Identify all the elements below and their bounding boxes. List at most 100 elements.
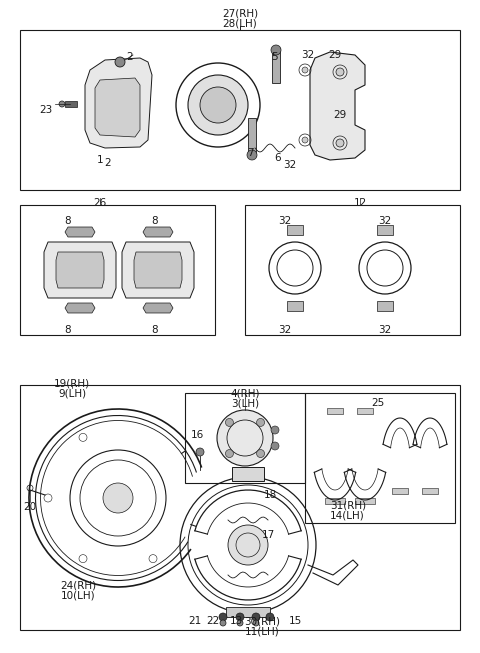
Text: 29: 29 — [334, 110, 347, 120]
Text: 3(LH): 3(LH) — [231, 398, 259, 408]
Text: 30(RH): 30(RH) — [244, 616, 280, 626]
Circle shape — [103, 483, 133, 513]
Circle shape — [271, 442, 279, 450]
Text: 29: 29 — [328, 50, 342, 60]
Polygon shape — [44, 242, 116, 298]
Circle shape — [226, 449, 233, 458]
Bar — [377, 301, 393, 311]
Bar — [355, 498, 375, 504]
Text: 28(LH): 28(LH) — [223, 18, 257, 28]
Bar — [287, 225, 303, 235]
Text: 8: 8 — [65, 325, 72, 335]
Text: 9(LH): 9(LH) — [58, 388, 86, 398]
Bar — [357, 408, 373, 414]
Bar — [305, 393, 455, 523]
Text: 32: 32 — [378, 325, 392, 335]
Text: 19(RH): 19(RH) — [54, 378, 90, 388]
Polygon shape — [143, 303, 173, 313]
Text: 32: 32 — [301, 50, 314, 60]
Text: 14(LH): 14(LH) — [330, 511, 365, 521]
Text: 16: 16 — [191, 430, 204, 440]
Text: 25: 25 — [372, 398, 384, 408]
Polygon shape — [143, 227, 173, 237]
Text: 22: 22 — [206, 616, 220, 626]
Text: 24(RH): 24(RH) — [60, 580, 96, 590]
Text: 15: 15 — [288, 616, 301, 626]
Text: 1: 1 — [96, 155, 103, 165]
Circle shape — [196, 448, 204, 456]
Polygon shape — [85, 58, 152, 148]
Circle shape — [271, 45, 281, 55]
Text: 7: 7 — [247, 148, 253, 158]
Polygon shape — [95, 78, 140, 137]
Bar — [232, 467, 264, 481]
Text: 12: 12 — [353, 198, 367, 208]
Circle shape — [252, 613, 260, 621]
Circle shape — [236, 613, 244, 621]
Circle shape — [266, 613, 274, 621]
Circle shape — [237, 620, 243, 626]
Bar — [20, 30, 460, 190]
Circle shape — [217, 410, 273, 466]
Text: 18: 18 — [264, 490, 276, 500]
Circle shape — [256, 419, 264, 426]
Bar — [185, 393, 305, 483]
Text: 32: 32 — [278, 216, 292, 226]
Text: 32: 32 — [278, 325, 292, 335]
Bar — [65, 101, 77, 107]
Text: 27(RH): 27(RH) — [222, 8, 258, 18]
Circle shape — [59, 101, 65, 107]
Bar — [245, 205, 460, 335]
Circle shape — [226, 419, 233, 426]
Text: 6: 6 — [275, 153, 281, 163]
Circle shape — [302, 67, 308, 73]
Circle shape — [336, 139, 344, 147]
Polygon shape — [122, 242, 194, 298]
Text: 13: 13 — [229, 616, 242, 626]
Bar — [287, 301, 303, 311]
Text: 5: 5 — [272, 52, 278, 62]
Bar — [248, 118, 256, 156]
Circle shape — [256, 449, 264, 458]
Text: 8: 8 — [65, 216, 72, 226]
Text: 20: 20 — [24, 502, 36, 512]
Bar — [20, 385, 460, 630]
Circle shape — [271, 426, 279, 434]
Bar — [377, 225, 393, 235]
Text: 17: 17 — [262, 530, 275, 540]
Polygon shape — [134, 252, 182, 288]
Circle shape — [188, 75, 248, 135]
Circle shape — [247, 150, 257, 160]
Bar — [226, 607, 270, 617]
Circle shape — [302, 137, 308, 143]
Circle shape — [200, 87, 236, 123]
Text: 11(LH): 11(LH) — [245, 626, 279, 636]
Polygon shape — [310, 52, 365, 160]
Bar — [272, 48, 280, 83]
Circle shape — [115, 57, 125, 67]
Polygon shape — [65, 303, 95, 313]
Text: 2: 2 — [105, 158, 111, 168]
Bar — [325, 498, 345, 504]
Text: 23: 23 — [39, 105, 52, 115]
Bar — [422, 488, 438, 494]
Bar — [392, 488, 408, 494]
Text: 32: 32 — [283, 160, 297, 170]
Text: 21: 21 — [188, 616, 202, 626]
Circle shape — [220, 620, 226, 626]
Text: 4(RH): 4(RH) — [230, 388, 260, 398]
Text: 2: 2 — [127, 52, 133, 62]
Circle shape — [228, 525, 268, 565]
Bar — [20, 205, 215, 335]
Text: 26: 26 — [94, 198, 107, 208]
Circle shape — [253, 620, 259, 626]
Text: 32: 32 — [378, 216, 392, 226]
Circle shape — [219, 613, 227, 621]
Bar — [327, 408, 343, 414]
Text: 10(LH): 10(LH) — [60, 591, 96, 601]
Polygon shape — [65, 227, 95, 237]
Text: 8: 8 — [152, 325, 158, 335]
Polygon shape — [56, 252, 104, 288]
Text: 31(RH): 31(RH) — [330, 500, 366, 510]
Text: 8: 8 — [152, 216, 158, 226]
